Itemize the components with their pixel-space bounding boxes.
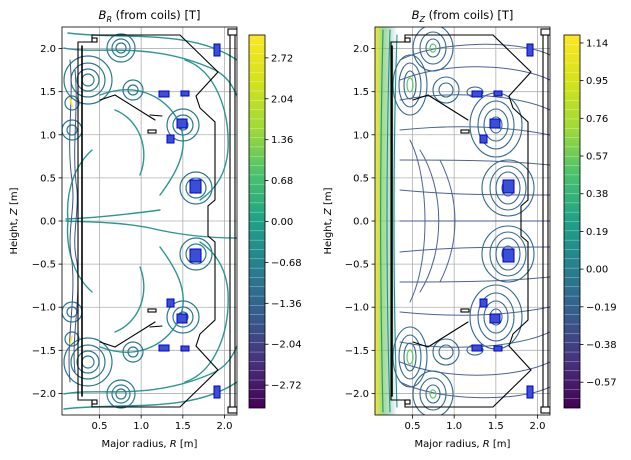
br-x-tick-label: 1.5 — [175, 421, 191, 432]
br-y-tick-label: −2.0 — [32, 389, 56, 400]
br-y-tick-label: 1.5 — [40, 87, 56, 98]
bz-y-tick-label: 1.0 — [353, 130, 369, 141]
br-y-tick-label: 0.0 — [40, 217, 56, 228]
br-y-tick-label: −1.0 — [32, 303, 56, 314]
bz-colorbar: −0.57 −0.38 −0.19 0.00 0.19 0.38 0.57 0.76 0.95 1… — [563, 34, 617, 409]
br-colorbar-tick-label: −1.36 — [271, 299, 302, 310]
bz-colorbar-tick-label: 0.95 — [586, 76, 608, 87]
br-contour-field — [62, 28, 237, 414]
bz-colorbar-tick-label: −0.38 — [586, 340, 617, 351]
bz-colorbar-tick-label: 0.00 — [586, 265, 608, 276]
br-y-axis: −2.0 −1.5 −1.0 −0.5 0.0 0.5 1.0 1.5 2.0 — [32, 44, 62, 400]
br-y-tick-label: 0.5 — [40, 173, 56, 184]
bz-y-tick-label: 1.5 — [353, 87, 369, 98]
bz-x-label: Major radius, R [m] — [415, 439, 511, 450]
bz-y-tick-label: 0.0 — [353, 217, 369, 228]
bz-x-tick-label: 2.0 — [530, 421, 546, 432]
bz-y-tick-label: −1.5 — [345, 346, 369, 357]
bz-y-tick-label: 0.5 — [353, 173, 369, 184]
br-colorbar-tick-label: 2.04 — [271, 94, 293, 105]
br-colorbar-tick-label: 0.00 — [271, 217, 293, 228]
bz-colorbar-tick-label: 0.57 — [586, 152, 608, 163]
bz-x-tick-label: 1.0 — [446, 421, 462, 432]
br-y-tick-label: −0.5 — [32, 260, 56, 271]
bz-y-axis: −2.0 −1.5 −1.0 −0.5 0.0 0.5 1.0 1.5 2.0 — [345, 44, 375, 400]
br-colorbar-tick-label: −0.68 — [271, 258, 302, 269]
br-x-tick-label: 1.0 — [133, 421, 149, 432]
bz-colorbar-tick-label: −0.57 — [586, 378, 617, 389]
bz-y-tick-label: −2.0 — [345, 389, 369, 400]
br-colorbar: −2.72 −2.04 −1.36 −0.68 0.00 0.68 1.36 2.04 2.72 — [248, 34, 302, 409]
bz-panel: 0.5 1.0 1.5 2.0 −2.0 −1.5 −1.0 −0.5 0.0 0.5 1.0 1.… — [323, 8, 617, 450]
br-x-tick-label: 2.0 — [217, 421, 233, 432]
bz-colorbar-tick-label: 0.19 — [586, 227, 608, 238]
bz-contour-field — [375, 27, 550, 415]
bz-colorbar-frame — [563, 34, 581, 409]
br-colorbar-tick-label: −2.04 — [271, 340, 302, 351]
br-x-label: Major radius, R [m] — [102, 439, 198, 450]
br-x-tick-label: 0.5 — [92, 421, 108, 432]
bz-y-tick-label: −0.5 — [345, 260, 369, 271]
bz-x-tick-label: 0.5 — [405, 421, 421, 432]
br-colorbar-tick-label: 0.68 — [271, 176, 293, 187]
bz-x-tick-label: 1.5 — [488, 421, 504, 432]
bz-y-tick-label: −1.0 — [345, 303, 369, 314]
bz-colorbar-tick-label: −0.19 — [586, 302, 617, 313]
br-colorbar-tick-label: −2.72 — [271, 381, 302, 392]
bz-x-axis: 0.5 1.0 1.5 2.0 — [405, 415, 546, 432]
br-y-tick-label: 1.0 — [40, 130, 56, 141]
bz-colorbar-tick-label: 0.38 — [586, 189, 608, 200]
bz-title: BZ (from coils) [T] — [412, 8, 514, 24]
bz-colorbar-tick-label: 1.14 — [586, 38, 608, 49]
br-panel: 0.5 1.0 1.5 2.0 −2.0 −1.5 −1.0 −0.5 0.0 0.5 1.0 1.… — [9, 8, 302, 450]
br-colorbar-tick-label: 2.72 — [271, 53, 293, 64]
br-x-axis: 0.5 1.0 1.5 2.0 — [92, 415, 233, 432]
bz-y-tick-label: 2.0 — [353, 44, 369, 55]
bz-y-label: Height, Z [m] — [323, 187, 334, 254]
br-y-tick-label: −1.5 — [32, 346, 56, 357]
br-y-label: Height, Z [m] — [9, 187, 20, 254]
br-colorbar-tick-label: 1.36 — [271, 135, 293, 146]
br-y-tick-label: 2.0 — [40, 44, 56, 55]
bz-colorbar-tick-label: 0.76 — [586, 114, 608, 125]
br-title: BR (from coils) [T] — [99, 8, 201, 24]
